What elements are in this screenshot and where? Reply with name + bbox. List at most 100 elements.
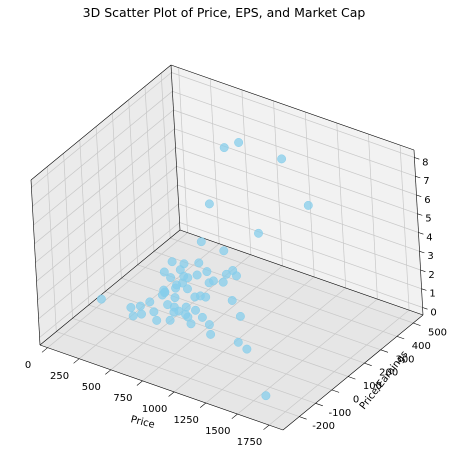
data-point [219, 246, 229, 256]
axis-panes [31, 65, 423, 430]
data-point [166, 273, 176, 283]
x-tick-label: 1000 [142, 404, 167, 415]
data-point [254, 228, 263, 238]
data-point [159, 267, 169, 277]
y-tick-mark [331, 389, 340, 393]
data-point [183, 284, 192, 294]
z-tick-mark [421, 288, 427, 291]
data-point [197, 312, 207, 322]
data-point [196, 237, 206, 247]
z-tick-mark [415, 176, 421, 179]
data-point [277, 154, 287, 164]
data-points [96, 138, 313, 401]
x-gridline-floor [47, 232, 188, 348]
x-tick-mark [231, 413, 238, 419]
z-gridline-back [173, 109, 417, 196]
x-gridline-floor [237, 298, 378, 415]
axis-edge [282, 314, 424, 431]
z-tick-mark [414, 157, 420, 160]
y-tick-label: 400 [412, 341, 431, 352]
z-tick-label: 7 [423, 176, 429, 187]
z-tick-label: 5 [425, 214, 431, 225]
x-tick-mark [136, 380, 143, 386]
z-gridline-left [36, 166, 177, 282]
z-gridline-left [37, 184, 178, 301]
data-point [227, 296, 237, 305]
y-tick-mark [380, 349, 389, 353]
x-tick-mark [41, 347, 48, 353]
y-tick-mark [364, 362, 372, 366]
y-gridline-floor [153, 251, 398, 337]
axis-edge [39, 344, 284, 431]
data-point [145, 297, 155, 307]
x-tick-mark [105, 369, 112, 375]
x-tick-label: 250 [50, 371, 69, 382]
z-tick-label: 0 [430, 307, 436, 318]
x-tick-mark [200, 402, 206, 408]
data-point [96, 294, 106, 304]
data-point [137, 309, 146, 319]
x-gridline-floor [268, 309, 410, 426]
y-tick-mark [299, 416, 307, 420]
y-tick-label: 100 [363, 381, 382, 392]
axis-edge [179, 229, 424, 316]
y-tick-label: -200 [312, 421, 335, 432]
z-gridline-left [34, 128, 175, 245]
floor-pane [40, 230, 423, 430]
z-gridline-back [178, 203, 422, 290]
data-point [149, 307, 159, 317]
z-gridline-left [32, 91, 173, 207]
x-tick-label: 1500 [205, 426, 230, 437]
data-point [186, 319, 196, 329]
axis-edge [170, 64, 181, 231]
z-gridline-left [33, 109, 174, 226]
data-point [261, 391, 271, 401]
y-gridline-floor [170, 237, 414, 324]
data-point [126, 303, 136, 312]
z-gridline-left [39, 222, 180, 338]
z-gridline-left [35, 147, 176, 263]
y-gridline-floor [88, 304, 332, 391]
y-tick-label: 300 [395, 354, 414, 365]
x-tick-label: 0 [25, 360, 31, 371]
z-tick-mark [418, 232, 424, 235]
axis-edges [30, 64, 424, 431]
z-gridline-back [175, 147, 419, 233]
x-tick-mark [73, 358, 80, 364]
x-tick-label: 750 [113, 393, 132, 404]
axis-edge [170, 64, 415, 151]
z-tick-label: 3 [427, 251, 433, 262]
data-point [194, 258, 204, 268]
z-tick-mark [416, 194, 422, 197]
x-tick-mark [263, 424, 270, 430]
data-point [159, 285, 169, 295]
data-point [183, 273, 193, 283]
data-point [170, 293, 180, 303]
data-point [192, 270, 202, 280]
y-gridline-floor [72, 317, 316, 404]
data-point [204, 320, 214, 330]
z-tick-label: 1 [429, 289, 435, 300]
z-tick-label: 4 [426, 232, 432, 243]
y-gridline-floor [137, 264, 381, 351]
z-gridline-left [38, 203, 179, 320]
y-tick-label: -100 [329, 408, 352, 419]
gridlines [31, 67, 423, 426]
data-point [303, 200, 313, 210]
data-point [190, 292, 200, 302]
data-point [181, 302, 191, 312]
x-gridline-floor [205, 287, 347, 404]
z-gridline-back [176, 165, 420, 252]
z-gridline-back [171, 72, 415, 158]
data-point [206, 329, 216, 339]
z-gridline-back [174, 128, 418, 215]
z-gridline-back [177, 184, 421, 271]
data-point [233, 337, 243, 347]
y-gridline-floor [56, 331, 300, 417]
y-gridline-floor [104, 291, 349, 377]
y-tick-mark [396, 336, 405, 340]
z-tick-label: 8 [422, 157, 428, 168]
axis-edge [30, 64, 172, 181]
z-tick-label: 6 [424, 195, 430, 206]
x-gridline-floor [173, 276, 315, 393]
